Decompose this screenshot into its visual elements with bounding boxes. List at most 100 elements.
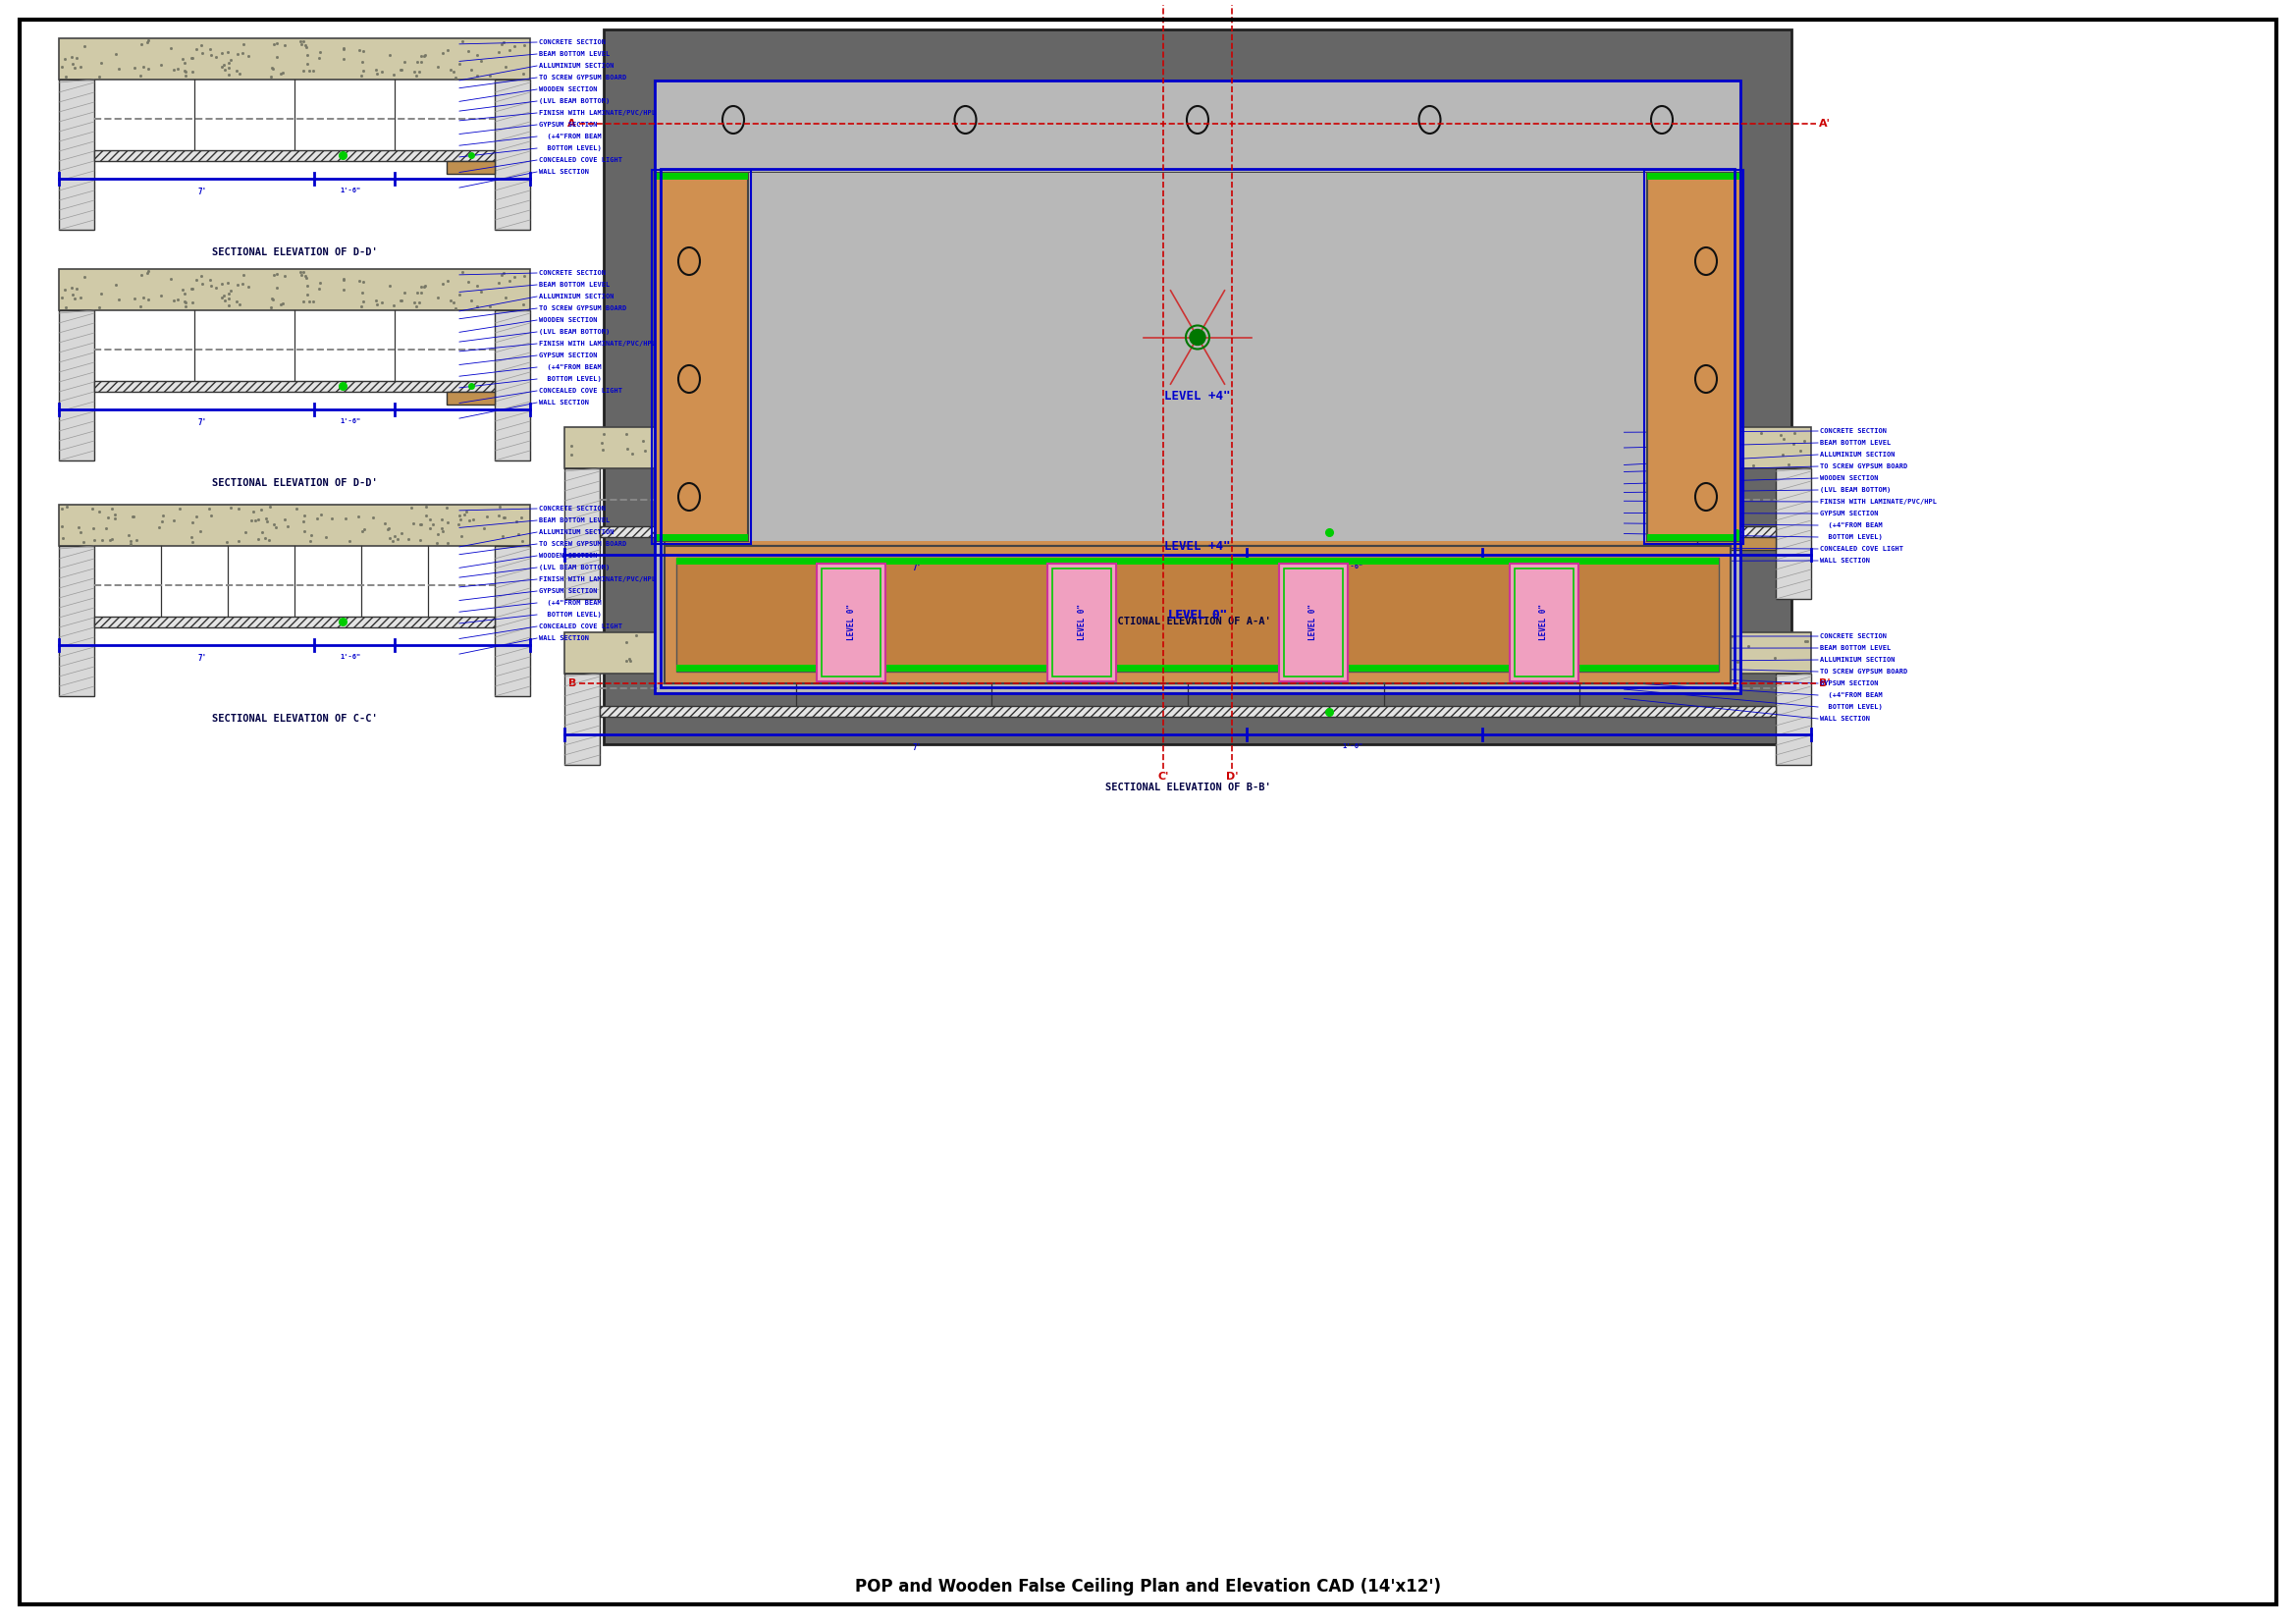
Bar	[60, 546, 94, 697]
Bar	[565, 632, 1812, 765]
Bar	[664, 172, 1731, 546]
Text: LEVEL 0": LEVEL 0"	[1077, 604, 1086, 640]
Text: 7': 7'	[197, 654, 207, 663]
Text: BOTTOM LEVEL): BOTTOM LEVEL)	[1821, 703, 1883, 710]
Bar	[599, 706, 1775, 718]
Text: TO SCREW GYPSUM BOARD: TO SCREW GYPSUM BOARD	[1821, 669, 1908, 674]
Bar	[565, 674, 599, 765]
Text: B: B	[567, 679, 576, 689]
Bar	[664, 546, 1731, 684]
Text: ALLUMINIUM SECTION: ALLUMINIUM SECTION	[1821, 451, 1894, 458]
Text: FINISH WITH LAMINATE/PVC/HPL: FINISH WITH LAMINATE/PVC/HPL	[540, 341, 657, 346]
Bar	[60, 270, 530, 310]
Bar	[1052, 568, 1111, 677]
Text: WOODEN SECTION: WOODEN SECTION	[540, 86, 597, 93]
Bar	[677, 557, 1720, 565]
Text: WALL SECTION: WALL SECTION	[540, 635, 590, 641]
Text: LEVEL 0": LEVEL 0"	[1541, 604, 1548, 640]
Bar	[494, 546, 530, 697]
Text: GYPSUM SECTION: GYPSUM SECTION	[1821, 680, 1878, 687]
Bar	[677, 557, 1720, 672]
Bar	[654, 81, 1740, 693]
Bar	[565, 427, 1812, 599]
Bar	[60, 270, 530, 461]
Bar	[654, 81, 1740, 693]
Text: A': A'	[1818, 119, 1830, 128]
Text: ALLUMINIUM SECTION: ALLUMINIUM SECTION	[1821, 656, 1894, 663]
Text: LEVEL 0": LEVEL 0"	[1169, 609, 1226, 620]
Text: WOODEN SECTION: WOODEN SECTION	[540, 317, 597, 323]
Text: GYPSUM SECTION: GYPSUM SECTION	[540, 352, 597, 359]
Bar	[599, 526, 1775, 538]
Text: (LVL BEAM BOTTOM): (LVL BEAM BOTTOM)	[1821, 487, 1892, 494]
Text: CONCEALED COVE LIGHT: CONCEALED COVE LIGHT	[1821, 546, 1903, 552]
Text: WALL SECTION: WALL SECTION	[1821, 557, 1869, 564]
Text: FINISH WITH LAMINATE/PVC/HPL: FINISH WITH LAMINATE/PVC/HPL	[540, 577, 657, 583]
Bar	[448, 161, 494, 174]
Text: GYPSUM SECTION: GYPSUM SECTION	[1821, 510, 1878, 516]
Bar	[1646, 534, 1740, 541]
Text: TO SCREW GYPSUM BOARD: TO SCREW GYPSUM BOARD	[540, 541, 627, 547]
Text: ALLUMINIUM SECTION: ALLUMINIUM SECTION	[540, 529, 613, 536]
Text: 7': 7'	[914, 744, 921, 752]
Bar	[565, 468, 599, 599]
Text: (+4"FROM BEAM: (+4"FROM BEAM	[540, 364, 602, 370]
Text: CONCEALED COVE LIGHT: CONCEALED COVE LIGHT	[540, 388, 622, 393]
Bar	[448, 391, 494, 404]
Bar	[677, 664, 1720, 672]
Bar	[654, 534, 748, 541]
Text: LEVEL 0": LEVEL 0"	[847, 604, 856, 640]
Text: SECTIONAL ELEVATION OF C-C': SECTIONAL ELEVATION OF C-C'	[211, 715, 377, 724]
Bar	[1697, 538, 1775, 551]
Text: LEVEL 0": LEVEL 0"	[1309, 604, 1318, 640]
Bar	[1644, 171, 1743, 544]
Text: BEAM BOTTOM LEVEL: BEAM BOTTOM LEVEL	[540, 50, 611, 57]
Text: (+4"FROM BEAM: (+4"FROM BEAM	[1821, 523, 1883, 528]
Bar	[60, 39, 530, 229]
Text: CONCRETE SECTION: CONCRETE SECTION	[540, 505, 606, 512]
Text: B': B'	[1818, 679, 1830, 689]
Bar	[494, 310, 530, 461]
Text: ALLUMINIUM SECTION: ALLUMINIUM SECTION	[540, 63, 613, 68]
Text: D': D'	[1226, 771, 1238, 781]
Bar	[1646, 172, 1740, 180]
Bar	[1646, 534, 1740, 541]
Bar	[565, 427, 1812, 468]
Bar	[565, 632, 1812, 674]
Text: BOTTOM LEVEL): BOTTOM LEVEL)	[1821, 534, 1883, 541]
Bar	[94, 149, 494, 161]
Text: BEAM BOTTOM LEVEL: BEAM BOTTOM LEVEL	[1821, 440, 1892, 445]
Circle shape	[1189, 330, 1205, 346]
Bar	[1283, 568, 1343, 677]
Text: TO SCREW GYPSUM BOARD: TO SCREW GYPSUM BOARD	[540, 75, 627, 81]
Text: (+4"FROM BEAM: (+4"FROM BEAM	[1821, 692, 1883, 698]
Text: CONCEALED COVE LIGHT: CONCEALED COVE LIGHT	[540, 158, 622, 162]
Text: 1'-6": 1'-6"	[340, 187, 360, 193]
Bar	[1508, 564, 1577, 682]
Text: BOTTOM LEVEL): BOTTOM LEVEL)	[540, 612, 602, 617]
Text: POP and Wooden False Ceiling Plan and Elevation CAD (14'x12'): POP and Wooden False Ceiling Plan and El…	[854, 1579, 1442, 1595]
Text: 1'-6": 1'-6"	[1341, 744, 1364, 750]
Text: CONCRETE SECTION: CONCRETE SECTION	[540, 270, 606, 276]
Text: (+4"FROM BEAM: (+4"FROM BEAM	[540, 133, 602, 140]
Text: LEVEL 0": LEVEL 0"	[1169, 609, 1226, 620]
Text: CONCEALED COVE LIGHT: CONCEALED COVE LIGHT	[540, 624, 622, 630]
Bar	[677, 557, 1720, 565]
Text: TO SCREW GYPSUM BOARD: TO SCREW GYPSUM BOARD	[1821, 463, 1908, 469]
Text: BOTTOM LEVEL): BOTTOM LEVEL)	[540, 145, 602, 151]
Bar	[1515, 568, 1573, 677]
Text: GYPSUM SECTION: GYPSUM SECTION	[540, 122, 597, 128]
Text: C: C	[1159, 0, 1166, 2]
Text: (+4"FROM BEAM: (+4"FROM BEAM	[540, 599, 602, 606]
Text: 1'-6": 1'-6"	[340, 654, 360, 659]
Text: FINISH WITH LAMINATE/PVC/HPL: FINISH WITH LAMINATE/PVC/HPL	[540, 110, 657, 115]
Text: D: D	[1228, 0, 1238, 2]
Text: SECTIONAL ELEVATION OF D-D': SECTIONAL ELEVATION OF D-D'	[211, 247, 377, 257]
Bar	[60, 80, 94, 229]
Bar	[664, 172, 1731, 684]
Bar	[822, 568, 882, 677]
Text: BEAM BOTTOM LEVEL: BEAM BOTTOM LEVEL	[540, 518, 611, 523]
Text: 7': 7'	[197, 187, 207, 197]
Text: A: A	[567, 119, 576, 128]
Text: 1'-6": 1'-6"	[1341, 564, 1364, 570]
